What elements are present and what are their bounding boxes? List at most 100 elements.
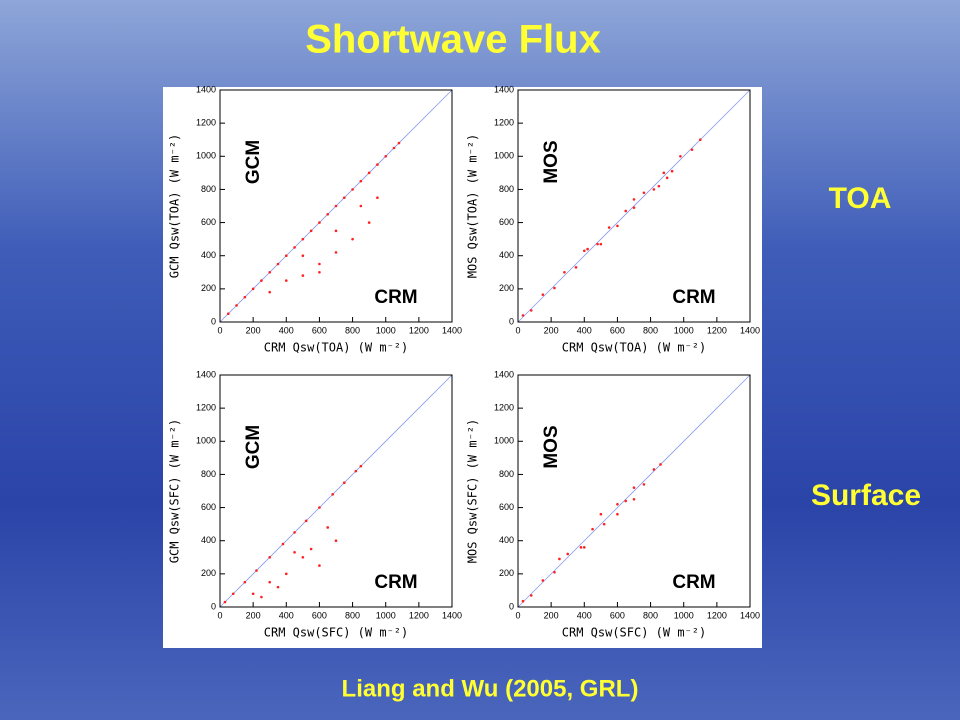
y-tick-label: 0	[211, 316, 216, 326]
point	[284, 254, 288, 258]
point	[268, 290, 272, 294]
point	[276, 262, 280, 266]
point	[354, 469, 358, 473]
point	[318, 262, 321, 266]
point	[529, 594, 533, 597]
point	[342, 481, 346, 485]
point	[334, 229, 338, 233]
y-tick-label: 800	[499, 469, 514, 479]
point	[334, 204, 338, 208]
point	[284, 572, 288, 576]
point	[563, 270, 566, 274]
point	[659, 463, 662, 466]
y-tick-label: 1400	[494, 369, 514, 379]
point	[602, 522, 606, 526]
x-tick-label: 0	[515, 325, 520, 335]
point	[281, 542, 285, 546]
point	[268, 580, 272, 584]
y-tick-label: 1200	[196, 118, 216, 128]
point	[334, 539, 338, 543]
point	[574, 266, 578, 269]
point	[301, 254, 305, 258]
point	[632, 486, 636, 489]
plot-frame	[517, 89, 751, 323]
point	[318, 270, 321, 274]
point	[276, 585, 280, 589]
y-tick-label: 400	[201, 250, 216, 260]
y-tick-label: 200	[201, 568, 216, 578]
y-tick-label: 0	[509, 316, 514, 326]
citation: Liang and Wu (2005, GRL)	[342, 675, 639, 702]
point	[582, 546, 586, 549]
x-tick-label: 1000	[674, 610, 694, 620]
x-tick-label: 200	[544, 325, 559, 335]
x-tick-label: 1400	[442, 610, 462, 620]
y-tick-label: 400	[499, 535, 514, 545]
x-tick-label: 1000	[376, 610, 396, 620]
x-tick-label: 400	[577, 610, 592, 620]
point	[582, 249, 586, 253]
point	[367, 171, 371, 175]
point	[284, 279, 288, 282]
point	[334, 251, 338, 254]
point	[599, 512, 603, 516]
model-tag: MOS	[541, 425, 562, 468]
point	[397, 141, 401, 145]
y-tick-label: 1000	[196, 436, 216, 446]
point	[384, 154, 388, 158]
point	[662, 171, 666, 175]
plot-frame	[517, 374, 751, 608]
x-tick-label: 1400	[740, 325, 760, 335]
point	[293, 551, 296, 554]
point	[293, 531, 296, 534]
point	[541, 293, 545, 296]
point	[579, 546, 583, 549]
one-to-one-line	[219, 374, 453, 608]
point	[652, 468, 656, 471]
x-tick-label: 1200	[707, 325, 727, 335]
x-tick-label: 600	[312, 325, 327, 335]
y-tick-label: 800	[201, 469, 216, 479]
point	[566, 552, 570, 556]
point	[226, 312, 230, 316]
y-axis-label: GCM Qsw(TOA) (W m⁻²)	[168, 134, 182, 279]
x-tick-label: 200	[246, 325, 261, 335]
y-tick-label: 800	[499, 184, 514, 194]
x-tick-label: 1200	[707, 610, 727, 620]
y-tick-label: 1200	[494, 118, 514, 128]
point	[326, 212, 330, 216]
model-tag: GCM	[243, 425, 264, 469]
x-tick-label: 200	[246, 610, 261, 620]
point	[652, 188, 656, 191]
y-tick-label: 1000	[494, 151, 514, 161]
point	[342, 196, 346, 200]
point	[665, 176, 669, 180]
crm-tag: CRM	[672, 287, 715, 308]
x-tick-label: 400	[279, 325, 294, 335]
crm-tag: CRM	[672, 572, 715, 593]
point	[599, 242, 603, 246]
x-tick-label: 600	[610, 610, 625, 620]
point	[309, 547, 313, 551]
point	[632, 206, 636, 209]
y-tick-label: 0	[509, 601, 514, 611]
point	[642, 483, 646, 486]
point	[243, 295, 247, 299]
point	[255, 569, 258, 572]
point	[309, 229, 313, 233]
x-axis-label: CRM Qsw(SFC) (W m⁻²)	[264, 626, 409, 640]
y-tick-label: 200	[201, 283, 216, 293]
x-axis-label: CRM Qsw(SFC) (W m⁻²)	[562, 626, 707, 640]
x-tick-label: 1400	[442, 325, 462, 335]
point	[624, 209, 628, 213]
point	[260, 279, 263, 282]
y-axis-label: MOS Qsw(TOA) (W m⁻²)	[466, 134, 480, 279]
x-tick-label: 200	[544, 610, 559, 620]
point	[616, 502, 619, 506]
x-tick-label: 1000	[674, 325, 694, 335]
slide-title: Shortwave Flux	[305, 18, 601, 62]
x-tick-label: 400	[279, 610, 294, 620]
point	[268, 270, 272, 274]
row-label: TOA	[829, 182, 892, 215]
